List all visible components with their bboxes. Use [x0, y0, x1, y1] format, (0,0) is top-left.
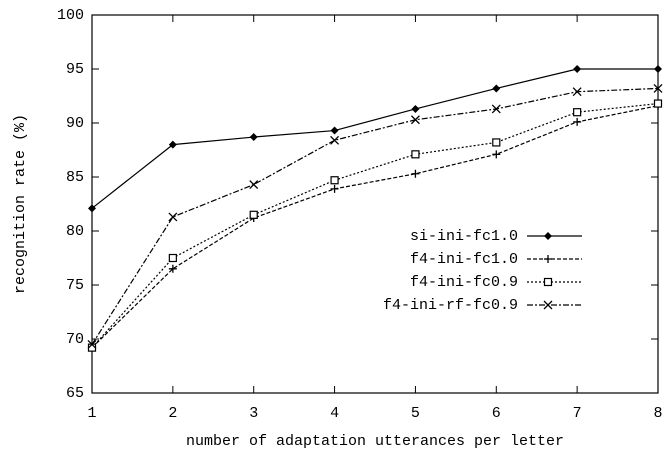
- marker: [411, 150, 420, 159]
- marker: [249, 133, 258, 142]
- marker: [410, 115, 420, 125]
- marker: [573, 117, 582, 126]
- series-line: [91, 68, 658, 209]
- y-tick-label: 90: [66, 115, 84, 132]
- x-tick-label: 5: [411, 405, 420, 422]
- marker: [411, 169, 420, 178]
- series-line: [91, 105, 659, 349]
- marker: [654, 65, 662, 73]
- series-line: [91, 102, 659, 349]
- marker: [168, 264, 177, 273]
- y-tick-label: 70: [66, 331, 84, 348]
- y-tick-label: 85: [66, 169, 84, 186]
- marker: [249, 210, 258, 219]
- marker: [168, 140, 177, 149]
- y-tick-label: 65: [66, 385, 84, 402]
- x-tick-label: 1: [87, 405, 96, 422]
- marker: [573, 65, 582, 73]
- y-tick-label: 100: [57, 7, 84, 24]
- marker: [168, 212, 178, 222]
- y-tick-label: 95: [66, 61, 84, 78]
- x-tick-label: 3: [249, 405, 258, 422]
- x-tick-label: 6: [492, 405, 501, 422]
- legend-marker: [544, 255, 552, 263]
- legend-label: f4-ini-fc1.0: [410, 251, 518, 268]
- legend-marker: [543, 277, 553, 287]
- marker: [491, 104, 501, 114]
- marker: [249, 180, 259, 190]
- x-axis-title: number of adaptation utterances per lett…: [186, 433, 564, 450]
- marker: [330, 126, 339, 135]
- plot-frame: [91, 14, 659, 394]
- marker: [653, 83, 663, 93]
- marker: [330, 135, 340, 145]
- y-axis-title: recognition rate (%): [12, 114, 29, 294]
- marker: [330, 184, 339, 193]
- marker: [492, 150, 501, 159]
- marker: [653, 99, 663, 108]
- marker: [572, 87, 582, 97]
- y-tick-label: 75: [66, 277, 84, 294]
- legend-marker: [543, 300, 553, 310]
- marker: [87, 339, 97, 349]
- y-tick-label: 80: [66, 223, 84, 240]
- legend-label: f4-ini-rf-fc0.9: [383, 297, 518, 314]
- marker: [492, 84, 501, 93]
- legend-marker: [544, 232, 552, 240]
- legend-label: f4-ini-fc0.9: [410, 274, 518, 291]
- marker: [88, 204, 96, 213]
- marker: [573, 108, 582, 117]
- marker: [168, 253, 177, 263]
- series-line: [91, 87, 659, 345]
- x-tick-label: 8: [653, 405, 662, 422]
- x-tick-label: 7: [573, 405, 582, 422]
- x-tick-label: 2: [168, 405, 177, 422]
- x-tick-label: 4: [330, 405, 339, 422]
- marker: [330, 176, 339, 185]
- legend-label: si-ini-fc1.0: [410, 228, 518, 245]
- marker: [492, 138, 501, 147]
- marker: [411, 104, 420, 113]
